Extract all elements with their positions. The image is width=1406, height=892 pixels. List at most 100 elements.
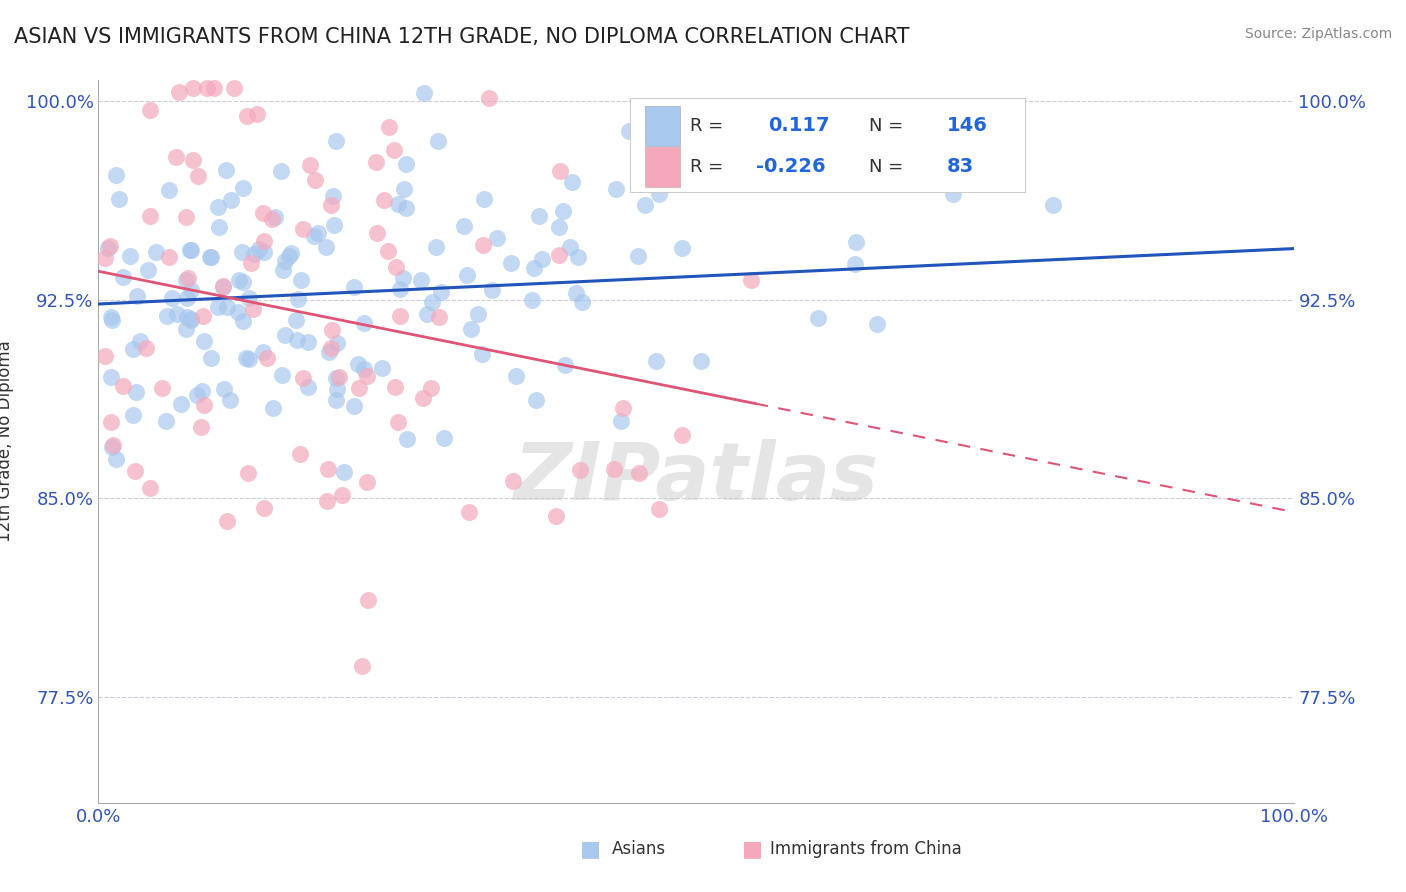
Point [100, 415, 122, 429]
FancyBboxPatch shape [630, 98, 1025, 193]
Point [321, 198, 343, 212]
Point [111, 270, 134, 285]
Point [554, 358, 576, 372]
Point [181, 81, 204, 95]
Point [627, 249, 650, 263]
Point [135, 342, 157, 356]
Point [612, 401, 634, 416]
Point [321, 323, 343, 337]
Point [318, 345, 340, 359]
Point [232, 276, 254, 290]
Point [326, 336, 349, 351]
Point [93, 251, 115, 265]
Point [315, 240, 337, 254]
Point [253, 234, 276, 248]
Point [157, 183, 180, 197]
Point [550, 163, 572, 178]
Point [617, 124, 640, 138]
Point [118, 250, 141, 264]
Point [644, 353, 666, 368]
Point [602, 462, 624, 476]
Point [122, 408, 145, 422]
Point [502, 474, 524, 488]
Point [648, 187, 671, 202]
Point [290, 273, 312, 287]
Text: Source: ZipAtlas.com: Source: ZipAtlas.com [1244, 27, 1392, 41]
Point [366, 155, 388, 169]
Point [193, 398, 215, 412]
Point [200, 351, 222, 365]
Point [474, 192, 496, 206]
Point [253, 244, 276, 259]
Point [284, 312, 307, 326]
Point [243, 246, 266, 260]
Point [152, 381, 174, 395]
Point [176, 310, 198, 325]
Point [307, 226, 329, 240]
Point [100, 238, 122, 252]
Point [499, 256, 522, 270]
Point [395, 201, 418, 215]
Point [200, 250, 222, 264]
Point [333, 466, 356, 480]
Text: 146: 146 [948, 116, 988, 136]
Point [183, 153, 205, 167]
Point [395, 432, 418, 446]
Text: ZIPatlas: ZIPatlas [513, 439, 879, 516]
Point [160, 291, 183, 305]
Point [412, 391, 434, 405]
Point [610, 414, 633, 428]
Point [224, 81, 246, 95]
Point [330, 487, 353, 501]
Point [522, 293, 544, 307]
Point [382, 143, 405, 157]
Point [195, 81, 218, 95]
Point [325, 371, 347, 385]
Point [634, 198, 657, 212]
Point [735, 154, 758, 169]
Point [527, 209, 550, 223]
Point [353, 317, 375, 331]
Point [238, 291, 260, 305]
Point [193, 334, 215, 349]
Point [174, 210, 197, 224]
Point [866, 317, 889, 331]
Point [215, 514, 238, 528]
Point [174, 273, 197, 287]
Point [101, 440, 124, 454]
Point [391, 270, 413, 285]
Point [157, 250, 180, 264]
Point [551, 203, 574, 218]
Point [219, 193, 242, 207]
Point [297, 380, 319, 394]
Point [530, 252, 553, 266]
Point [433, 431, 456, 445]
Point [571, 295, 593, 310]
Text: ■: ■ [742, 839, 762, 859]
Point [246, 106, 269, 120]
Point [356, 475, 378, 489]
Point [232, 181, 254, 195]
Point [138, 209, 160, 223]
Point [560, 240, 582, 254]
Point [240, 256, 263, 270]
Point [111, 379, 134, 393]
Point [325, 392, 347, 407]
Point [350, 658, 373, 673]
Point [273, 327, 295, 342]
Point [180, 312, 202, 326]
Point [304, 173, 326, 187]
Point [180, 244, 202, 258]
Point [325, 134, 347, 148]
Point [844, 257, 866, 271]
Point [292, 370, 315, 384]
Point [198, 250, 221, 264]
Point [256, 351, 278, 365]
Point [260, 212, 283, 227]
Point [179, 243, 201, 257]
Point [136, 262, 159, 277]
Point [169, 397, 191, 411]
Point [302, 229, 325, 244]
Point [356, 368, 378, 383]
Point [353, 361, 375, 376]
